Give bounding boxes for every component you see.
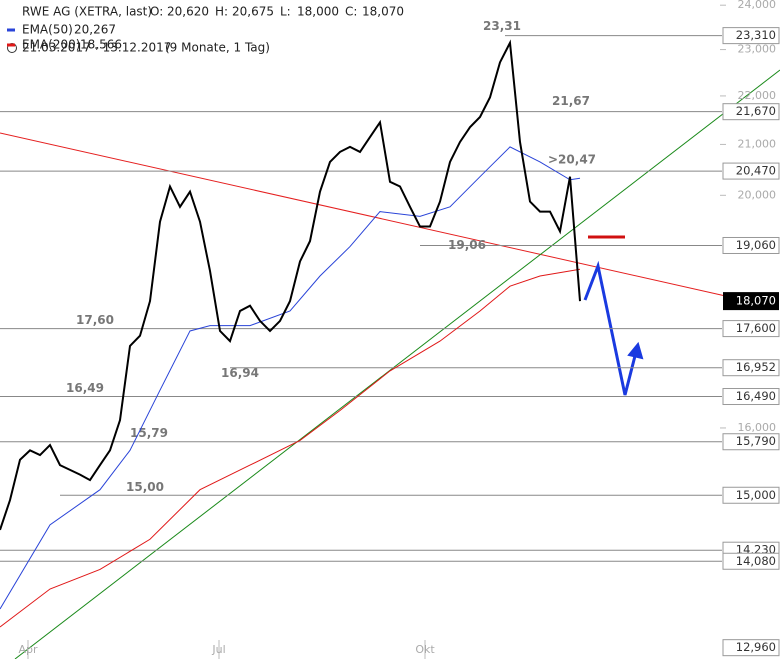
axis-label-box (722, 27, 780, 45)
ohlc-key: H: (215, 5, 228, 19)
legend-value: 18,566 (80, 38, 122, 52)
forecast-arrowhead (627, 341, 644, 360)
level-label: 17,60 (76, 313, 114, 327)
axis-label: 14,080 (736, 554, 776, 568)
axis-label: 15,000 (736, 488, 776, 502)
ohlc-value: 18,070 (362, 5, 404, 19)
axis-label-box (722, 486, 780, 504)
legend-value: 20,267 (74, 23, 116, 37)
forecast-arrow (583, 260, 638, 396)
ema-line (0, 268, 581, 628)
axis-label-box (722, 388, 780, 406)
legend: RWE AG (XETRA, last) 21.03.2017 - 13.12.… (7, 5, 270, 55)
axis-label-box (722, 320, 780, 338)
x-tick-label: Jul (211, 643, 225, 656)
date-range: 21.03.2017 - 13.12.2017 (22, 41, 171, 55)
axis-label: 12,960 (736, 640, 776, 654)
ohlc-value: 20,620 (167, 5, 209, 19)
axis-label-box (722, 433, 780, 451)
level-label: 16,94 (221, 366, 259, 380)
axis-label-box (722, 236, 780, 254)
last-price-box (723, 292, 779, 311)
ohlc-value: 18,000 (297, 5, 339, 19)
legend-label: EMA(50) (22, 23, 73, 37)
price-line (0, 39, 581, 531)
ema-line (0, 146, 581, 610)
ticker: RWE AG (XETRA, last) (22, 5, 152, 19)
axis-label: 20,470 (736, 164, 776, 178)
axis-label-box (722, 552, 780, 570)
axis-label: 23,310 (736, 28, 776, 42)
resistance-trendline (0, 132, 731, 298)
level-label: 16,49 (66, 381, 104, 395)
axis-label: 15,790 (736, 434, 776, 448)
y-tick-label: 16,000 (738, 421, 777, 434)
axis-label: 17,600 (736, 321, 776, 335)
support-trendline (14, 69, 780, 659)
axis-label: 16,952 (736, 360, 776, 374)
level-label: 21,67 (552, 94, 590, 108)
ohlc-key: O: (150, 5, 163, 19)
last-price-label: 18,070 (736, 294, 776, 308)
level-label: 15,00 (126, 480, 164, 494)
y-tick-label: 24,000 (738, 0, 777, 11)
ohlc-key: C: (345, 5, 357, 19)
ohlc-value: 20,675 (232, 5, 274, 19)
axis-label-box (722, 103, 780, 121)
level-label: 23,31 (483, 19, 521, 33)
y-tick-label: 21,000 (738, 137, 777, 150)
level-label: >20,47 (548, 153, 596, 167)
level-label: 15,79 (130, 426, 168, 440)
axis-label: 19,060 (736, 238, 776, 252)
y-tick-label: 20,000 (738, 188, 777, 201)
legend-label: EMA(200) (22, 38, 80, 52)
y-tick-label: 22,000 (738, 89, 777, 102)
level-label: 19,06 (448, 238, 486, 252)
ohlc-key: L: (280, 5, 291, 19)
axis-label-box (722, 639, 780, 657)
axis-label-box (722, 162, 780, 180)
axis-label-box (722, 359, 780, 377)
y-tick-label: 23,000 (738, 43, 777, 56)
x-tick-label: Apr (18, 643, 38, 656)
axis-label: 21,670 (736, 104, 776, 118)
date-range-note: (9 Monate, 1 Tag) (165, 41, 270, 55)
x-tick-label: Okt (415, 643, 435, 656)
axis-label: 16,490 (736, 389, 776, 403)
